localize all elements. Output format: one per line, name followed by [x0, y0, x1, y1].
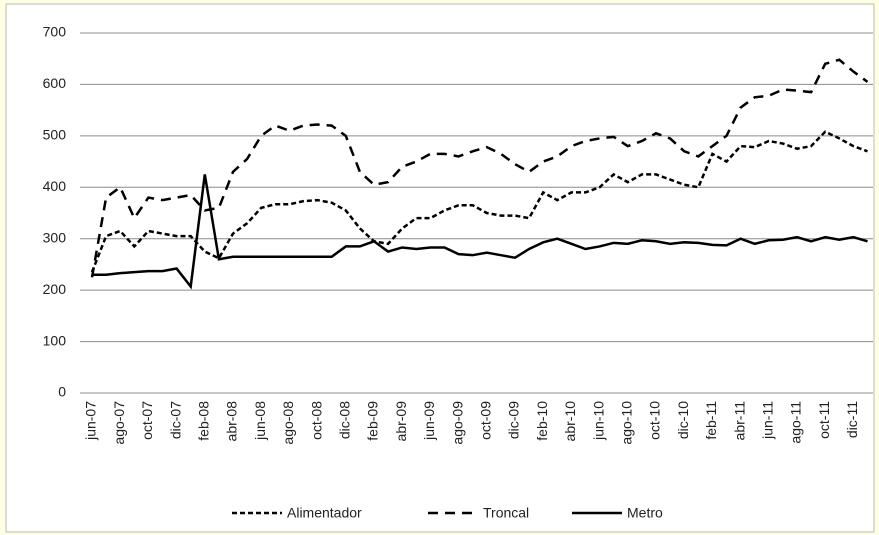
x-tick-label: dic-09	[506, 401, 522, 439]
legend-label: Alimentador	[287, 505, 362, 521]
x-tick-label: ago-07	[111, 401, 127, 445]
x-tick-label: feb-11	[703, 401, 719, 440]
x-tick-label: ago-11	[788, 401, 804, 444]
legend-label: Metro	[627, 505, 663, 521]
x-tick-label: abr-08	[224, 401, 240, 442]
y-tick-label: 500	[43, 127, 67, 143]
y-tick-label: 200	[43, 281, 67, 297]
y-tick-label: 600	[43, 75, 67, 91]
x-tick-label: dic-07	[167, 401, 183, 439]
x-tick-label: jun-09	[421, 401, 437, 441]
x-tick-label: feb-09	[365, 401, 381, 441]
line-series	[92, 174, 868, 290]
x-tick-label: ago-09	[449, 401, 465, 445]
x-tick-label: abr-11	[731, 401, 747, 441]
x-tick-label: abr-10	[562, 401, 578, 442]
x-tick-label: oct-10	[647, 401, 663, 440]
x-tick-label: oct-11	[816, 401, 832, 439]
x-tick-label: oct-08	[308, 401, 324, 440]
x-tick-label: feb-10	[534, 401, 550, 441]
x-tick-label: ago-10	[619, 401, 635, 445]
x-tick-label: feb-08	[196, 401, 212, 441]
line-series	[90, 58, 869, 278]
y-tick-label: 700	[43, 24, 67, 40]
y-tick-label: 100	[43, 332, 67, 348]
x-tick-label: oct-07	[139, 401, 155, 440]
x-tick-label: abr-09	[393, 401, 409, 442]
x-tick-label: oct-09	[478, 401, 494, 440]
x-tick-label: dic-11	[844, 401, 860, 438]
x-tick-label: jun-07	[83, 401, 99, 441]
line-series	[90, 130, 868, 273]
legend-label: Troncal	[483, 505, 529, 521]
chart-area	[5, 3, 875, 533]
x-tick-label: jun-11	[760, 401, 776, 440]
x-tick-label: jun-10	[590, 401, 606, 441]
y-tick-label: 400	[43, 178, 67, 194]
y-tick-label: 300	[43, 229, 67, 245]
x-tick-label: dic-10	[675, 401, 691, 439]
x-tick-label: jun-08	[252, 401, 268, 441]
x-tick-label: ago-08	[280, 401, 296, 445]
x-tick-label: dic-08	[337, 401, 353, 439]
y-tick-label: 0	[58, 384, 66, 400]
